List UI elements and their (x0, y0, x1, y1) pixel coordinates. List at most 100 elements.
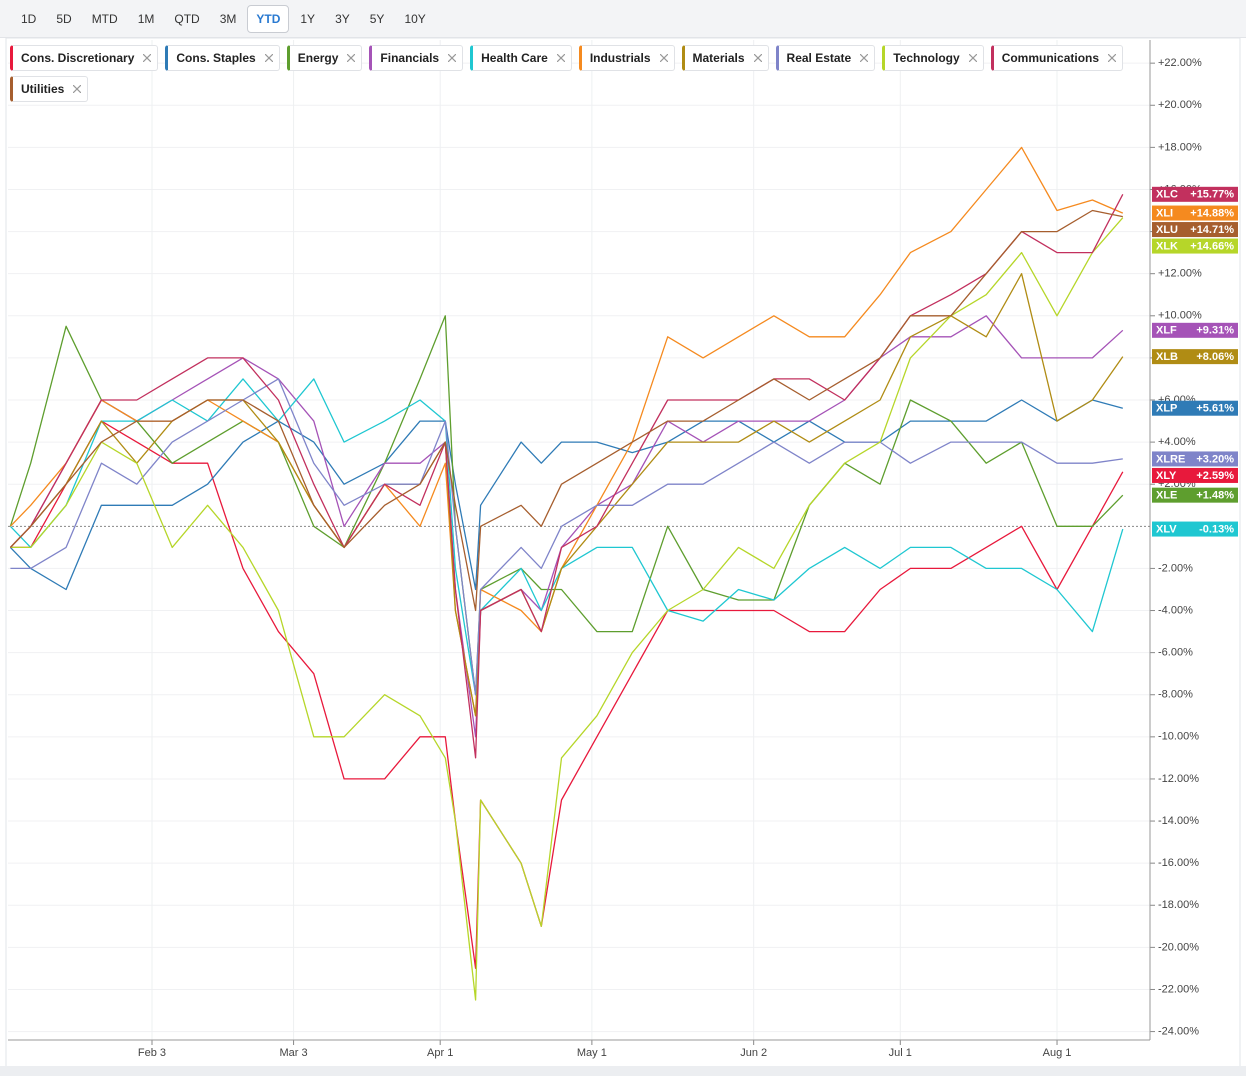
range-button[interactable]: MTD (91, 11, 118, 26)
series-line (10, 378, 1123, 696)
end-tag-value: +8.06% (1196, 351, 1234, 363)
end-tag-box (1152, 451, 1238, 467)
remove-icon[interactable] (968, 54, 977, 62)
legend-item[interactable]: Technology (882, 45, 984, 71)
end-tag-ticker: XLI (1156, 207, 1173, 219)
remove-icon[interactable] (1108, 54, 1117, 62)
end-tag-box (1152, 186, 1238, 202)
end-tag-box (1152, 238, 1238, 254)
legend-label: Communications (1001, 51, 1100, 65)
remove-icon-stroke (264, 54, 273, 62)
remove-icon[interactable] (73, 85, 82, 93)
end-tag: XLV -0.13% (1152, 521, 1238, 537)
end-tag-ticker: XLB (1156, 351, 1178, 363)
end-tag-ticker: XLF (1156, 325, 1177, 337)
end-tag-value: +9.31% (1196, 325, 1234, 337)
y-tick-label: -2.00% (1158, 562, 1193, 574)
y-tick-label: -4.00% (1158, 604, 1193, 616)
end-tag-ticker: XLE (1156, 490, 1177, 502)
legend-label: Technology (893, 51, 960, 65)
y-tick-label: -12.00% (1158, 773, 1199, 785)
x-tick-label: Mar 3 (280, 1047, 308, 1059)
remove-icon-stroke (753, 54, 762, 62)
legend-item[interactable]: Cons. Discretionary (10, 45, 159, 71)
remove-icon[interactable] (448, 54, 457, 62)
series-line (9, 315, 1124, 696)
legend-item[interactable]: Communications (990, 45, 1124, 71)
x-tick-label: May 1 (577, 1047, 607, 1059)
range-button[interactable]: YTD (247, 4, 290, 33)
end-tag-ticker: XLC (1156, 189, 1178, 201)
range-button[interactable]: 1D (21, 11, 37, 26)
x-tick-label: Apr 1 (427, 1047, 453, 1059)
series-line (9, 209, 1123, 612)
remove-icon-stroke (556, 54, 565, 62)
remove-icon[interactable] (753, 54, 762, 62)
end-tag-value: +14.66% (1190, 240, 1234, 252)
x-tick-label: Feb 3 (138, 1047, 166, 1059)
end-tag-value: +14.71% (1190, 224, 1234, 236)
end-tag-box (1152, 322, 1238, 338)
legend-item[interactable]: Financials (369, 45, 464, 71)
remove-icon-stroke (659, 54, 668, 62)
legend-item[interactable]: Energy (286, 45, 363, 71)
chart-frame (5, 37, 1241, 1069)
series-line (10, 217, 1124, 1001)
end-tag: XLU +14.71% (1152, 222, 1238, 238)
legend-label: Cons. Discretionary (21, 51, 135, 65)
legend-label: Real Estate (786, 51, 852, 65)
y-tick-label: -8.00% (1158, 689, 1193, 701)
legend-label: Energy (297, 51, 339, 65)
y-tick-label: +18.00% (1158, 141, 1202, 153)
legend-label: Financials (380, 51, 440, 65)
y-tick-label: -14.00% (1158, 815, 1199, 827)
legend-item[interactable]: Cons. Staples (165, 45, 280, 71)
legend-item[interactable]: Utilities (10, 76, 89, 102)
remove-icon[interactable] (556, 54, 565, 62)
legend-item[interactable]: Real Estate (775, 45, 876, 71)
end-tag-value: +15.77% (1190, 189, 1234, 201)
range-button[interactable]: 3Y (335, 11, 350, 26)
range-button[interactable]: 1Y (300, 11, 316, 26)
end-tag-box (1152, 487, 1238, 503)
legend-item[interactable]: Industrials (578, 45, 675, 71)
x-tick-label: Aug 1 (1043, 1047, 1072, 1059)
y-tick-label: -6.00% (1158, 647, 1193, 659)
legend-label: Utilities (21, 82, 65, 96)
end-tag-value: +14.88% (1190, 207, 1234, 219)
range-button[interactable]: QTD (174, 11, 200, 26)
legend-label: Materials (692, 51, 745, 65)
end-tag-ticker: XLK (1156, 240, 1178, 252)
remove-icon-stroke (1108, 54, 1117, 62)
y-tick-label: +22.00% (1158, 57, 1202, 69)
legend: Cons. Discretionary Cons. Staples Energy Fi… (10, 45, 1135, 102)
legend-item[interactable]: Materials (681, 45, 769, 71)
legend-label: Industrials (589, 51, 651, 65)
remove-icon[interactable] (860, 54, 869, 62)
y-tick-label: -20.00% (1158, 941, 1199, 953)
remove-icon[interactable] (347, 54, 356, 62)
end-tag: XLP +5.61% (1152, 400, 1238, 416)
remove-icon[interactable] (143, 54, 152, 62)
range-button[interactable]: 10Y (404, 11, 426, 26)
remove-icon[interactable] (264, 54, 273, 62)
end-tag-ticker: XLY (1156, 470, 1177, 482)
end-tag: XLB +8.06% (1152, 349, 1238, 365)
range-button[interactable]: 5D (56, 11, 72, 26)
range-toolbar: 1D 5D MTD 1M QTD 3M YTD 1Y 3Y 5Y 10Y (0, 0, 1246, 38)
range-button[interactable]: 1M (137, 11, 155, 26)
end-tag-ticker: XLU (1156, 224, 1178, 236)
remove-icon[interactable] (659, 54, 668, 62)
end-tag-box (1152, 349, 1238, 365)
y-tick-label: +20.00% (1158, 99, 1202, 111)
range-button[interactable]: 3M (219, 11, 237, 26)
range-button[interactable]: 5Y (369, 11, 385, 26)
y-tick-label: -18.00% (1158, 899, 1199, 911)
legend-item[interactable]: Health Care (470, 45, 572, 71)
end-tag-value: +1.48% (1196, 490, 1234, 502)
end-tag-box (1152, 521, 1238, 537)
end-tag-value: +5.61% (1196, 403, 1234, 415)
end-tag: XLRE +3.20% (1152, 451, 1238, 467)
